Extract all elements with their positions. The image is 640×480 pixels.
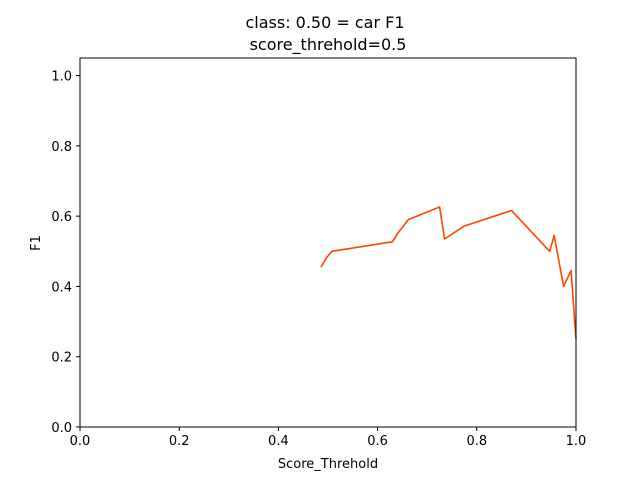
chart-subtitle: score_threhold=0.5 xyxy=(250,35,407,55)
x-axis-label: Score_Threhold xyxy=(278,457,378,472)
axes-frame xyxy=(79,57,577,428)
x-tick-label: 1.0 xyxy=(566,434,587,449)
y-tick-label: 1.0 xyxy=(51,70,72,85)
chart-title: class: 0.50 = car F1 xyxy=(245,13,404,32)
series-line-f1 xyxy=(320,206,577,340)
x-tick-label: 0.2 xyxy=(169,434,190,449)
y-tick-label: 0.6 xyxy=(51,210,72,225)
x-tick-label: 0.0 xyxy=(70,434,91,449)
y-tick-label: 0.4 xyxy=(51,280,72,295)
x-tick-label: 0.4 xyxy=(268,434,289,449)
y-axis-ticks: 0.0 0.2 0.4 0.6 0.8 1.0 xyxy=(51,70,80,436)
y-tick-label: 0.0 xyxy=(51,421,72,436)
x-tick-label: 0.6 xyxy=(367,434,388,449)
x-tick-label: 0.8 xyxy=(466,434,487,449)
plot-area xyxy=(320,206,577,340)
y-axis-label: F1 xyxy=(29,235,44,251)
x-axis-ticks: 0.0 0.2 0.4 0.6 0.8 1.0 xyxy=(70,427,587,449)
y-tick-label: 0.2 xyxy=(51,351,72,366)
y-tick-label: 0.8 xyxy=(51,140,72,155)
